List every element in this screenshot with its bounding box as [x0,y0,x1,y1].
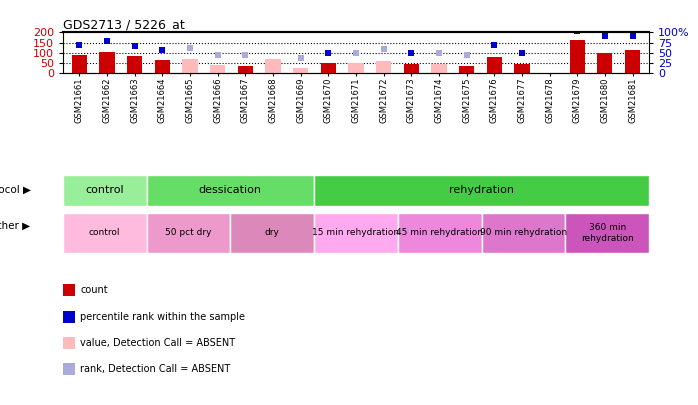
Bar [210,65,225,73]
Text: other ▶: other ▶ [0,221,31,231]
Bar [625,49,640,73]
Bar [155,60,170,73]
Bar [63,175,147,206]
Bar [376,61,392,73]
Bar [72,55,87,73]
Text: percentile rank within the sample: percentile rank within the sample [80,312,245,322]
Text: dessication: dessication [199,185,262,195]
Bar [314,213,398,253]
Bar [147,213,230,253]
Bar [182,59,198,73]
Bar [403,64,419,73]
Bar [570,40,585,73]
Bar [314,175,649,206]
Text: protocol ▶: protocol ▶ [0,185,31,195]
Bar [293,68,309,73]
Bar [487,58,502,73]
Text: 15 min rehydration: 15 min rehydration [313,228,399,237]
Text: rehydration: rehydration [449,185,514,195]
Bar [238,66,253,73]
Bar [230,213,314,253]
Bar [431,64,447,73]
Text: 360 min
rehydration: 360 min rehydration [581,223,634,243]
Bar [398,213,482,253]
Text: 90 min rehydration: 90 min rehydration [480,228,567,237]
Text: dry: dry [265,228,280,237]
Text: count: count [80,286,108,295]
Bar [514,64,530,73]
Bar [63,213,147,253]
Bar [482,213,565,253]
Text: value, Detection Call = ABSENT: value, Detection Call = ABSENT [80,338,235,348]
Bar [597,53,613,73]
Text: GDS2713 / 5226_at: GDS2713 / 5226_at [63,18,184,31]
Bar [127,56,142,73]
Bar [265,59,281,73]
Bar [99,52,114,73]
Bar [348,63,364,73]
Bar [459,66,474,73]
Text: rank, Detection Call = ABSENT: rank, Detection Call = ABSENT [80,364,230,374]
Bar [147,175,314,206]
Text: control: control [89,228,121,237]
Bar [565,213,649,253]
Text: 50 pct dry: 50 pct dry [165,228,211,237]
Bar [320,63,336,73]
Text: 45 min rehydration: 45 min rehydration [396,228,483,237]
Text: control: control [85,185,124,195]
